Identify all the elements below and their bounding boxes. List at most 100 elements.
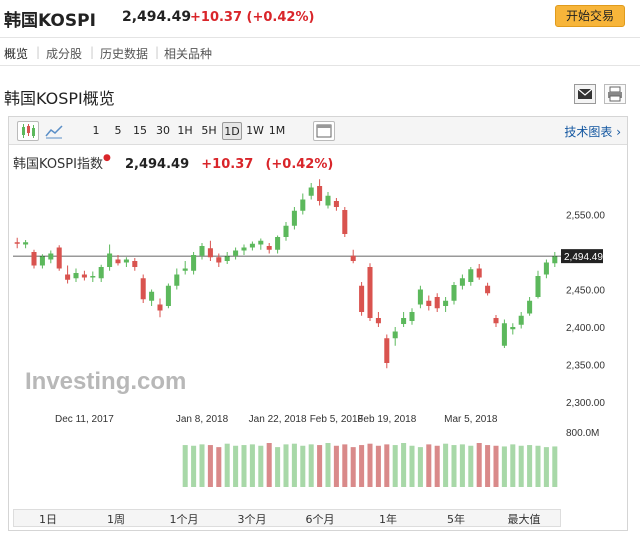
candle-body xyxy=(191,255,197,271)
x-tick-label: Dec 11, 2017 xyxy=(55,414,114,425)
y-tick-label: 2,550.00 xyxy=(566,211,605,222)
candle-body xyxy=(543,262,549,275)
volume-bar xyxy=(392,445,398,487)
candle-body xyxy=(375,318,381,324)
x-tick-label: Mar 5, 2018 xyxy=(444,414,498,425)
current-price-tag xyxy=(561,249,603,264)
interval-5min[interactable]: 5 xyxy=(114,124,122,137)
candle-body xyxy=(426,300,432,306)
candle-body xyxy=(459,278,465,286)
volume-bar xyxy=(401,443,407,487)
interval-1d[interactable]: 1D xyxy=(222,122,242,140)
interval-15min[interactable]: 15 xyxy=(133,124,147,137)
volume-bar xyxy=(476,443,482,487)
range-5y[interactable]: 5年 xyxy=(447,513,465,526)
volume-bar xyxy=(291,443,297,487)
candle-body xyxy=(291,210,297,226)
technical-chart-link[interactable]: 技术图表 › xyxy=(564,125,621,139)
line-chart-icon[interactable] xyxy=(43,121,65,141)
volume-bar xyxy=(182,445,188,487)
candle-body xyxy=(14,242,20,244)
volume-bar xyxy=(359,445,365,487)
volume-bar xyxy=(468,445,474,487)
candle-body xyxy=(518,315,524,325)
candle-body xyxy=(401,318,407,324)
candle-body xyxy=(233,250,239,256)
instrument-name: 韩国KOSPI xyxy=(4,11,96,31)
live-dot-icon: ● xyxy=(102,153,111,163)
candlestick-icon[interactable] xyxy=(17,121,39,141)
interval-30min[interactable]: 30 xyxy=(156,124,170,137)
candle-body xyxy=(417,289,423,305)
candle-body xyxy=(241,247,247,251)
candle-body xyxy=(39,256,45,266)
subnav-separator: | xyxy=(36,45,41,59)
volume-bar xyxy=(191,445,197,487)
volume-bar xyxy=(417,447,423,487)
candle-body xyxy=(224,256,230,261)
x-tick-label: Jan 8, 2018 xyxy=(176,414,229,425)
print-icon[interactable] xyxy=(604,84,626,104)
candle-body xyxy=(149,291,155,301)
range-6m[interactable]: 6个月 xyxy=(305,513,335,526)
start-trading-button[interactable]: 开始交易 xyxy=(555,5,625,27)
fullscreen-icon[interactable] xyxy=(313,121,335,141)
legend-price: 2,494.49 xyxy=(124,157,190,172)
candle-body xyxy=(157,304,163,311)
volume-bar xyxy=(350,447,356,487)
range-1w[interactable]: 1周 xyxy=(107,513,125,526)
chart-container: 1 5 15 30 1H 5H 1D 1W 1M 技术图表 › 韩国KOSPI指… xyxy=(8,116,628,531)
volume-bar xyxy=(300,445,306,487)
interval-1h[interactable]: 1H xyxy=(177,124,193,137)
subnav-item-related[interactable]: 相关品种 xyxy=(164,47,213,61)
price-chart[interactable]: Investing.com 2,550.00 2,450.00 2,400.00 2,3… xyxy=(9,177,627,507)
mail-icon[interactable] xyxy=(574,84,596,104)
volume-bar xyxy=(443,443,449,487)
candle-body xyxy=(182,268,188,271)
volume-bar xyxy=(258,445,264,487)
y-tick-label: 2,300.00 xyxy=(566,398,605,409)
subnav-item-overview[interactable]: 概览 xyxy=(4,47,29,61)
section-title: 韩国KOSPI概览 xyxy=(4,89,115,108)
candle-body xyxy=(476,268,482,278)
volume-bar xyxy=(501,446,507,487)
x-tick-label: Jan 22, 2018 xyxy=(249,414,307,425)
candle-body xyxy=(132,261,138,267)
candle-body xyxy=(350,255,356,261)
candle-body xyxy=(317,186,323,201)
y-tick-label: 2,350.00 xyxy=(566,361,605,372)
candle-body xyxy=(98,267,104,279)
interval-1min[interactable]: 1 xyxy=(92,124,100,137)
legend-change-pct: (+0.42%) xyxy=(265,157,334,172)
volume-bar xyxy=(199,444,205,487)
subnav-item-components[interactable]: 成分股 xyxy=(46,47,83,61)
candle-body xyxy=(308,187,314,196)
y-tick-label: 2,450.00 xyxy=(566,286,605,297)
volume-bar xyxy=(325,443,331,487)
range-max[interactable]: 最大值 xyxy=(507,513,541,526)
subnav-item-history[interactable]: 历史数据 xyxy=(100,47,149,61)
candle-body xyxy=(409,312,415,321)
volume-bar xyxy=(224,443,230,487)
volume-bar xyxy=(367,443,373,487)
candle-body xyxy=(249,243,255,248)
volume-bar xyxy=(342,444,348,487)
range-1d[interactable]: 1日 xyxy=(39,513,57,526)
interval-1w[interactable]: 1W xyxy=(246,124,264,137)
volume-bar xyxy=(535,445,541,487)
candle-body xyxy=(392,331,398,339)
volume-bar xyxy=(459,444,465,487)
chart-toolbar: 1 5 15 30 1H 5H 1D 1W 1M 技术图表 › xyxy=(9,117,627,145)
candle-body xyxy=(165,285,171,306)
volume-scale-label: 800.0M xyxy=(566,428,599,439)
interval-5h[interactable]: 5H xyxy=(201,124,217,137)
interval-1m[interactable]: 1M xyxy=(268,124,286,137)
range-3m[interactable]: 3个月 xyxy=(237,513,267,526)
range-1y[interactable]: 1年 xyxy=(379,513,397,526)
candle-body xyxy=(283,225,289,237)
volume-bar xyxy=(527,445,533,487)
candle-body xyxy=(107,253,113,267)
range-1m[interactable]: 1个月 xyxy=(169,513,199,526)
candle-body xyxy=(434,297,440,309)
volume-bar xyxy=(266,443,272,487)
